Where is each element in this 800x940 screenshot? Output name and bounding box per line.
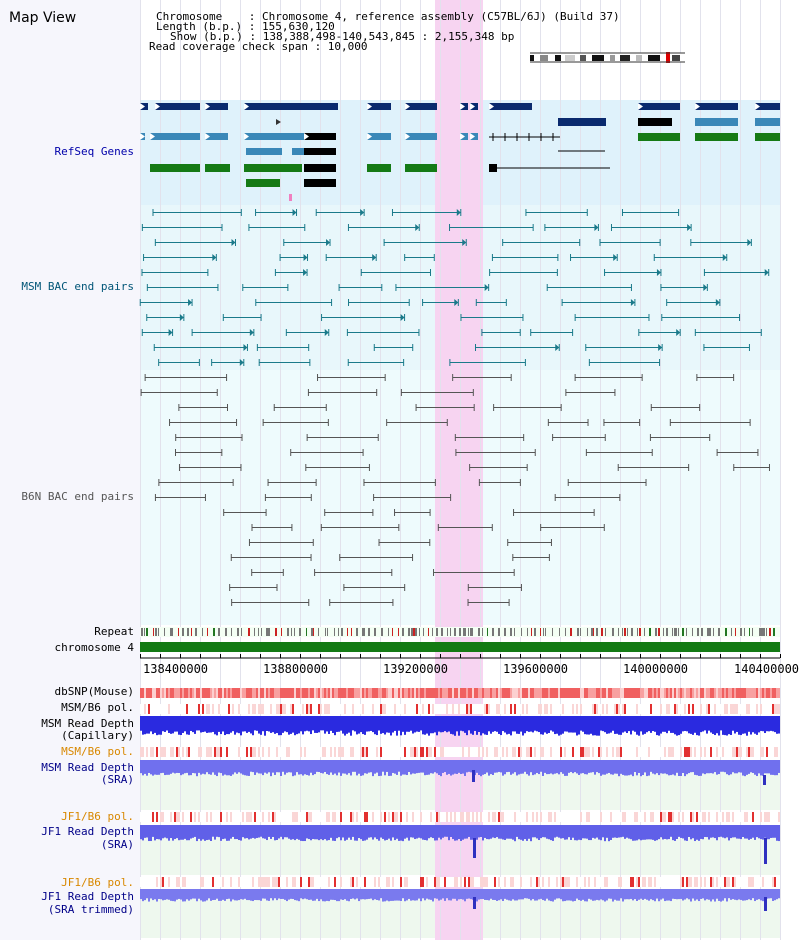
track-label-repeat: Repeat xyxy=(94,625,134,638)
axis-tick-label: 140000000 xyxy=(623,662,689,676)
page-title: Map View xyxy=(9,10,77,26)
track-label-jf1-depth: JF1 Read Depth xyxy=(41,825,134,838)
coverage-span-info: Read coverage check span : 10,000 xyxy=(149,40,368,53)
track-label-jf1-b6-pol-2: JF1/B6 pol. xyxy=(61,876,134,889)
track-label-refseq[interactable]: RefSeq Genes xyxy=(54,145,134,158)
track-label-msm-b6-pol: MSM/B6 pol. xyxy=(61,701,134,714)
axis-tick-label: 140400000 xyxy=(734,662,800,676)
track-label-msm-depth-cap-sub: (Capillary) xyxy=(61,729,134,742)
track-label-msm-depth-sra-sub: (SRA) xyxy=(100,773,134,786)
axis-tick-label: 139600000 xyxy=(503,662,569,676)
axis-tick-label: 138800000 xyxy=(263,662,329,676)
track-label-msm-depth-cap: MSM Read Depth xyxy=(41,717,134,730)
selected-region-highlight xyxy=(435,0,483,940)
ideogram-marker xyxy=(666,52,670,63)
track-label-msm-b6-pol-2: MSM/B6 pol. xyxy=(61,745,134,758)
track-label-jf1-b6-pol: JF1/B6 pol. xyxy=(61,810,134,823)
track-label-jf1-trim: JF1 Read Depth xyxy=(41,890,134,903)
track-label-b6n-bac[interactable]: B6N BAC end pairs xyxy=(21,490,134,503)
length-info: Length (b.p.) : 155,630,120 xyxy=(156,20,335,33)
chromosome-bar xyxy=(140,642,780,652)
axis-tick-label: 139200000 xyxy=(383,662,449,676)
track-label-dbsnp: dbSNP(Mouse) xyxy=(54,685,134,698)
show-range-info: Show (b.p.) : 138,388,498-140,543,845 : … xyxy=(170,30,515,43)
track-label-msm-depth-sra: MSM Read Depth xyxy=(41,761,134,774)
axis-tick-label: 138400000 xyxy=(143,662,209,676)
track-label-msm-bac[interactable]: MSM BAC end pairs xyxy=(21,280,134,293)
ideogram xyxy=(530,53,685,62)
track-label-jf1-depth-sub: (SRA) xyxy=(100,838,134,851)
track-label-chromosome: chromosome 4 xyxy=(54,641,134,654)
chromosome-info: Chromosome : Chromosome 4, reference ass… xyxy=(156,10,620,23)
track-label-jf1-trim-sub: (SRA trimmed) xyxy=(47,903,134,916)
